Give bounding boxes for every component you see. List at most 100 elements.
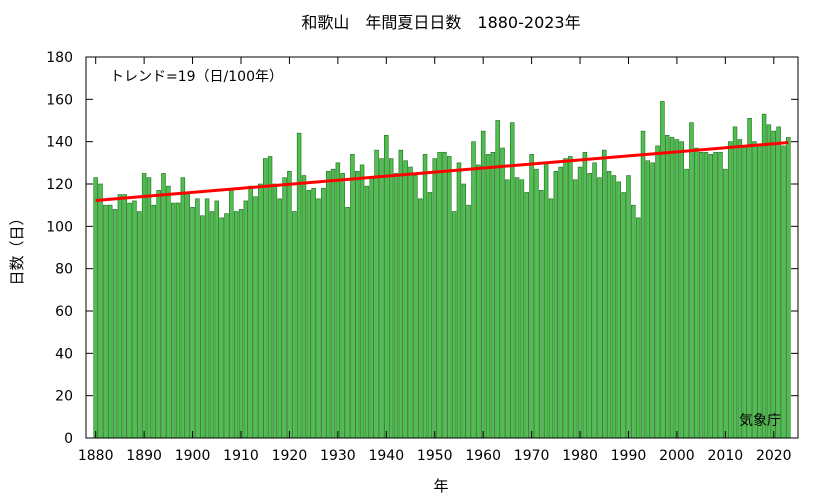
bar-1953 — [447, 156, 452, 439]
bar-1978 — [568, 156, 573, 439]
bar-1905 — [214, 200, 220, 439]
bar-1919 — [282, 177, 287, 439]
bar-1970 — [529, 154, 534, 439]
x-tick-label: 1960 — [465, 448, 501, 464]
bar-1883 — [107, 204, 113, 439]
bar-1923 — [301, 175, 307, 439]
y-tick-label: 60 — [55, 304, 73, 320]
bar-1913 — [253, 196, 258, 439]
x-axis-label: 年 — [433, 477, 448, 495]
bar-2014 — [742, 145, 747, 439]
bar-1938 — [374, 149, 379, 439]
bar-1910 — [238, 209, 244, 439]
bar-1888 — [132, 200, 137, 439]
plot-frame — [85, 56, 799, 439]
bar-1993 — [640, 130, 646, 439]
bar-1989 — [621, 192, 626, 439]
bar-1944 — [403, 160, 408, 439]
bar-1977 — [563, 158, 568, 439]
bar-2021 — [776, 126, 781, 439]
x-tick-label: 1970 — [514, 448, 550, 464]
bar-1956 — [461, 183, 467, 439]
bar-1885 — [117, 194, 123, 439]
bar-1957 — [466, 204, 471, 439]
bar-1939 — [379, 158, 384, 439]
y-tick-label: 20 — [55, 389, 73, 405]
bar-1984 — [597, 177, 602, 439]
x-tick-label: 1990 — [611, 448, 647, 464]
bar-1912 — [248, 185, 253, 439]
trend-annotation: トレンド=19（日/100年） — [110, 69, 283, 85]
bar-1950 — [432, 158, 437, 439]
bar-1916 — [267, 156, 273, 439]
bar-1992 — [635, 217, 641, 439]
bar-1965 — [505, 179, 510, 439]
bar-1929 — [330, 168, 336, 439]
bar-1976 — [558, 166, 563, 439]
bar-1995 — [650, 162, 655, 439]
y-tick-label: 0 — [64, 431, 73, 447]
bar-1932 — [345, 206, 350, 439]
bar-1994 — [645, 160, 651, 439]
bar-1906 — [219, 217, 224, 439]
bar-1951 — [437, 151, 442, 439]
bar-1907 — [224, 213, 229, 439]
bar-1998 — [664, 135, 670, 439]
y-axis-label: 日数（日） — [8, 210, 26, 285]
source-annotation: 気象庁 — [739, 413, 781, 429]
bar-1982 — [587, 173, 592, 439]
axis-ticks: 1880 1890 1900 1910 1920 1930 1940 1950 1960 1970… — [46, 50, 798, 464]
bar-1894 — [161, 173, 166, 439]
x-tick-label: 1890 — [126, 448, 162, 464]
x-tick-label: 1880 — [78, 448, 114, 464]
bar-1947 — [417, 198, 423, 439]
bar-1961 — [485, 154, 491, 439]
bar-2010 — [723, 168, 728, 439]
bar-1897 — [175, 202, 181, 439]
bar-1955 — [456, 162, 462, 439]
bar-2003 — [689, 122, 694, 439]
bar-1890 — [141, 173, 147, 439]
bar-1915 — [262, 158, 268, 439]
bar-1926 — [316, 198, 321, 439]
bar-1940 — [384, 135, 389, 439]
bar-1918 — [277, 198, 282, 439]
bar-1881 — [98, 183, 103, 439]
bar-1949 — [427, 192, 433, 439]
bar-1886 — [122, 194, 127, 439]
bar-1991 — [631, 204, 636, 439]
bar-1959 — [476, 164, 481, 439]
y-tick-label: 100 — [46, 219, 73, 235]
bar-2015 — [747, 118, 752, 439]
bar-1979 — [572, 179, 578, 439]
y-tick-label: 80 — [55, 262, 73, 278]
bar-2006 — [703, 151, 709, 439]
x-tick-label: 2000 — [659, 448, 695, 464]
bar-1952 — [442, 151, 447, 439]
bar-1945 — [408, 166, 413, 439]
bar-1925 — [311, 187, 316, 439]
bar-2019 — [766, 124, 772, 439]
bar-1880 — [93, 177, 98, 439]
x-tick-label: 2010 — [708, 448, 744, 464]
bar-1920 — [287, 171, 292, 439]
bar-1908 — [229, 190, 234, 439]
bar-1936 — [364, 185, 370, 439]
chart-title: 和歌山 年間夏日日数 1880-2023年 — [301, 13, 580, 32]
bar-1996 — [655, 145, 660, 439]
bar-1980 — [577, 166, 583, 439]
bar-1900 — [190, 206, 195, 439]
bar-1975 — [553, 171, 559, 439]
trend-line — [95, 141, 789, 203]
bar-1990 — [626, 175, 631, 439]
bar-1946 — [413, 175, 418, 439]
bar-1948 — [422, 154, 428, 439]
bar-1899 — [185, 192, 190, 439]
bars — [93, 101, 791, 439]
bar-1988 — [616, 181, 622, 439]
bar-1969 — [524, 192, 529, 439]
bar-1914 — [258, 183, 263, 439]
bar-1904 — [209, 211, 215, 439]
bar-1962 — [490, 151, 496, 439]
